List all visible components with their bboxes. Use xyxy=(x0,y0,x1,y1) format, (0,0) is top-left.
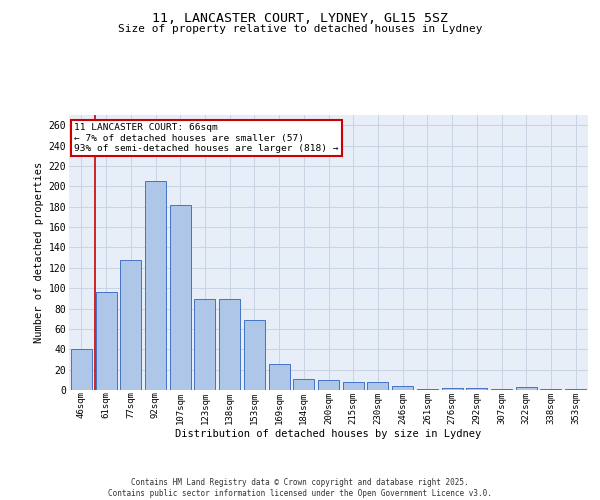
Bar xyxy=(466,388,487,390)
Text: 11, LANCASTER COURT, LYDNEY, GL15 5SZ: 11, LANCASTER COURT, LYDNEY, GL15 5SZ xyxy=(152,12,448,26)
Bar xyxy=(318,380,339,390)
Bar xyxy=(367,382,388,390)
Text: Contains HM Land Registry data © Crown copyright and database right 2025.
Contai: Contains HM Land Registry data © Crown c… xyxy=(108,478,492,498)
Bar xyxy=(293,379,314,390)
Bar xyxy=(541,389,562,390)
Bar xyxy=(392,386,413,390)
Bar xyxy=(269,364,290,390)
Bar xyxy=(442,388,463,390)
Y-axis label: Number of detached properties: Number of detached properties xyxy=(34,162,44,343)
Bar xyxy=(219,300,240,390)
Bar xyxy=(120,260,141,390)
X-axis label: Distribution of detached houses by size in Lydney: Distribution of detached houses by size … xyxy=(175,429,482,439)
Bar xyxy=(516,387,537,390)
Bar xyxy=(565,389,586,390)
Bar xyxy=(145,181,166,390)
Bar xyxy=(343,382,364,390)
Bar xyxy=(170,204,191,390)
Bar xyxy=(194,300,215,390)
Bar xyxy=(71,350,92,390)
Text: 11 LANCASTER COURT: 66sqm
← 7% of detached houses are smaller (57)
93% of semi-d: 11 LANCASTER COURT: 66sqm ← 7% of detach… xyxy=(74,123,338,153)
Bar xyxy=(95,292,116,390)
Text: Size of property relative to detached houses in Lydney: Size of property relative to detached ho… xyxy=(118,24,482,34)
Bar xyxy=(417,389,438,390)
Bar xyxy=(244,320,265,390)
Bar xyxy=(491,389,512,390)
